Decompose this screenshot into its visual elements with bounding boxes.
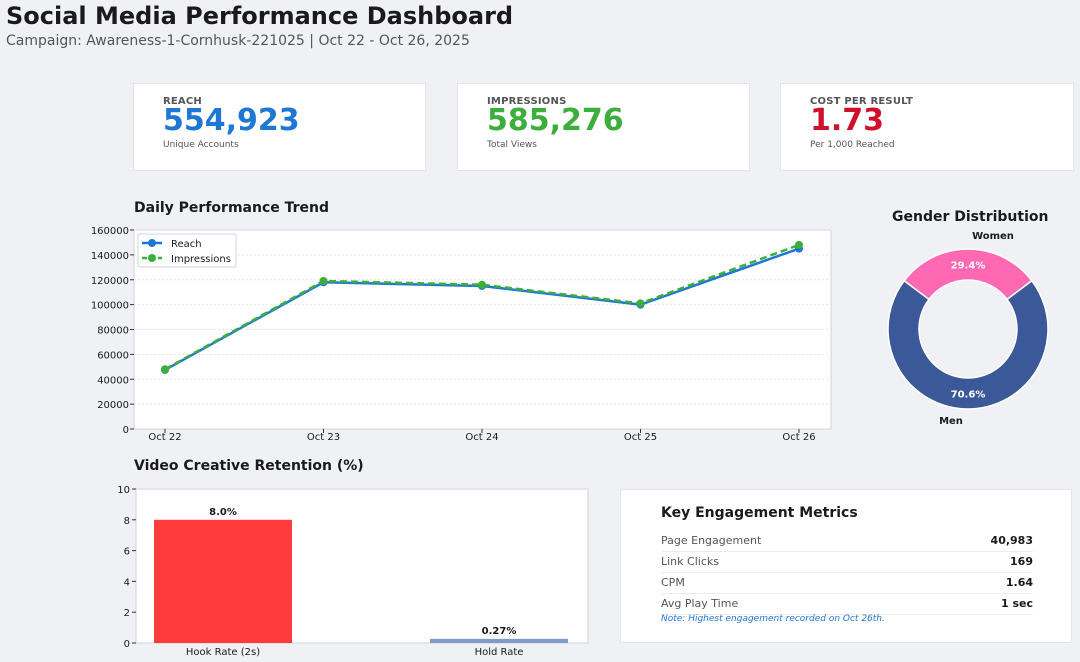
- retention-bar-chart: 0 2 4 6 8 10 8.0% Hook Rate (2s) 0.27% Hold Rate: [117, 485, 589, 658]
- kpi-label: IMPRESSIONS: [487, 96, 567, 107]
- gender-donut-chart: 29.4% Women 70.6% Men: [887, 231, 1049, 427]
- data-point-impressions: [319, 276, 328, 285]
- y-tick-label: 10: [117, 485, 130, 496]
- pie-slice-women: [903, 248, 1033, 301]
- y-tick-label: 40000: [97, 375, 129, 386]
- legend-marker: [148, 239, 156, 247]
- data-point-impressions: [161, 365, 169, 374]
- kpi-card-impressions: IMPRESSIONS 585,276 Total Views: [457, 83, 750, 171]
- y-tick-label: 100000: [91, 301, 129, 312]
- pie-slice-men: [887, 279, 1049, 410]
- slice-name-label: Men: [939, 416, 963, 427]
- data-point-impressions: [478, 280, 486, 289]
- key-metrics-title: Key Engagement Metrics: [661, 505, 858, 521]
- kpi-sub: Total Views: [487, 140, 537, 150]
- kpi-value: 585,276: [487, 103, 624, 138]
- bar-0: [154, 519, 292, 643]
- metric-value: 1.64: [1005, 576, 1033, 589]
- y-tick-label: 0: [123, 425, 129, 436]
- y-tick-label: 0: [124, 639, 130, 650]
- x-tick-label: Oct 24: [465, 432, 498, 443]
- x-tick-label: Hold Rate: [475, 647, 524, 658]
- campaign-subtitle: Campaign: Awareness-1-Cornhusk-221025 | …: [6, 33, 470, 49]
- legend-marker: [148, 254, 156, 262]
- metric-row-cpm: CPM 1.64: [661, 573, 1033, 594]
- x-tick-label: Oct 26: [782, 432, 815, 443]
- kpi-value: 1.73: [810, 103, 885, 138]
- key-metrics-card: Key Engagement Metrics Page Engagement 4…: [620, 489, 1072, 643]
- metric-value: 169: [1010, 555, 1033, 568]
- y-tick-label: 80000: [97, 326, 129, 337]
- series-line-impressions: [164, 243, 800, 371]
- legend-box: [137, 233, 237, 268]
- y-tick-label: 20000: [97, 400, 129, 411]
- x-tick-label: Oct 22: [148, 432, 181, 443]
- bar-value-label: 8.0%: [209, 507, 237, 518]
- metric-row-page-engagement: Page Engagement 40,983: [661, 531, 1033, 552]
- y-tick-label: 60000: [97, 350, 129, 361]
- x-tick-label: Oct 23: [307, 432, 340, 443]
- x-tick-label: Oct 25: [624, 432, 657, 443]
- data-point-impressions: [795, 240, 803, 249]
- metric-label: Page Engagement: [661, 534, 762, 547]
- trend-title: Daily Performance Trend: [134, 200, 330, 216]
- daily-trend-chart: 0 20000 40000 60000 80000 100000 120000 140000 1…: [91, 226, 832, 443]
- metric-label: Avg Play Time: [661, 597, 739, 610]
- y-tick-label: 160000: [91, 226, 129, 237]
- y-tick-label: 6: [124, 547, 130, 558]
- kpi-sub: Per 1,000 Reached: [810, 140, 895, 150]
- bar-value-label: 0.27%: [482, 626, 517, 637]
- legend-label: Reach: [171, 239, 202, 250]
- metric-label: CPM: [661, 576, 685, 589]
- metric-row-link-clicks: Link Clicks 169: [661, 552, 1033, 573]
- page-title: Social Media Performance Dashboard: [6, 2, 514, 30]
- gender-title: Gender Distribution: [892, 209, 1049, 225]
- retention-title: Video Creative Retention (%): [134, 458, 364, 474]
- metric-value: 40,983: [990, 534, 1033, 547]
- kpi-card-reach: REACH 554,923 Unique Accounts: [133, 83, 426, 171]
- x-tick-label: Hook Rate (2s): [186, 647, 260, 658]
- slice-percent-label: 29.4%: [951, 261, 986, 272]
- bar-1: [430, 638, 568, 643]
- metrics-note: Note: Highest engagement recorded on Oct…: [661, 614, 885, 624]
- metric-value: 1 sec: [1000, 597, 1033, 610]
- legend-label: Impressions: [171, 254, 231, 265]
- y-tick-label: 2: [124, 608, 130, 619]
- y-tick-label: 8: [124, 516, 130, 527]
- y-tick-label: 140000: [91, 251, 129, 262]
- kpi-label: REACH: [163, 96, 202, 107]
- y-tick-label: 4: [124, 577, 130, 588]
- slice-percent-label: 70.6%: [951, 390, 986, 401]
- data-point-impressions: [636, 299, 645, 308]
- y-tick-label: 120000: [91, 276, 129, 287]
- metric-row-avg-play-time: Avg Play Time 1 sec: [661, 594, 1033, 615]
- kpi-value: 554,923: [163, 103, 300, 138]
- kpi-sub: Unique Accounts: [163, 140, 239, 150]
- slice-name-label: Women: [972, 231, 1014, 242]
- kpi-card-cost-per-result: COST PER RESULT 1.73 Per 1,000 Reached: [780, 83, 1074, 171]
- kpi-label: COST PER RESULT: [810, 96, 914, 107]
- metric-label: Link Clicks: [661, 555, 719, 568]
